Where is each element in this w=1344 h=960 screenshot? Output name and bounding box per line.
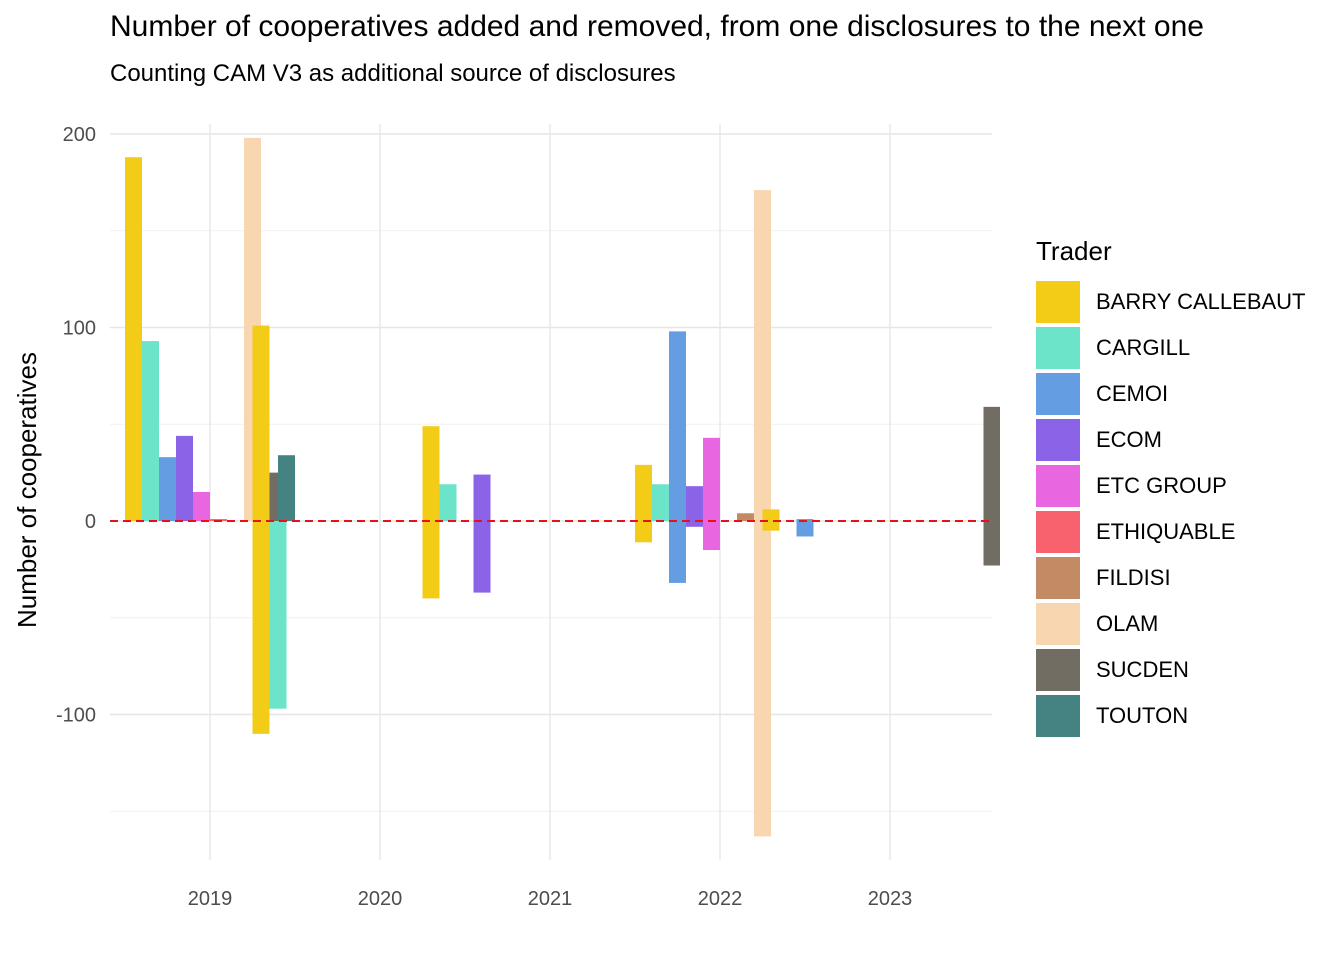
bar-removed-barry-callebaut: [252, 521, 270, 734]
legend-key: [1036, 373, 1080, 415]
legend-label: CEMOI: [1096, 381, 1169, 406]
x-tick-label: 2023: [868, 888, 913, 910]
legend-label: ECOM: [1096, 427, 1162, 452]
bar-added-fildisi: [737, 513, 754, 521]
x-tick-label: 2020: [358, 888, 403, 910]
legend-items: BARRY CALLEBAUT CARGILL CEMOI ECOM ETC GROUP…: [1036, 279, 1306, 739]
legend-label: BARRY CALLEBAUT: [1096, 289, 1306, 314]
bar-chart: -100 0 100 200 2019 2020 2021 2022 2023 Number …: [12, 124, 1000, 910]
bar-removed-etc-group: [703, 521, 720, 551]
bar-removed-barry-callebaut: [422, 521, 440, 599]
bar-added-ecom: [473, 474, 491, 521]
legend-key: [1036, 511, 1080, 553]
bar-removed-cemoi: [796, 521, 814, 537]
legend-title: Trader: [1036, 236, 1112, 266]
legend-key: [1036, 603, 1080, 645]
chart-subtitle: Counting CAM V3 as additional source of …: [110, 60, 676, 87]
legend: Trader BARRY CALLEBAUT CARGILL CEMOI ECOM ET…: [1036, 236, 1306, 739]
bar-added-cemoi: [159, 457, 176, 521]
bar-added-ecom: [176, 435, 193, 521]
bar-removed-ecom: [473, 521, 491, 593]
y-tick-label: -100: [56, 705, 96, 727]
legend-item-olam: OLAM: [1036, 601, 1306, 647]
bar-added-cargill: [439, 484, 457, 521]
legend-label: ETHIQUABLE: [1096, 519, 1236, 544]
bar-removed-cemoi: [669, 521, 686, 583]
bar-added-barry-callebaut: [125, 157, 142, 521]
legend-item-barry-callebaut: BARRY CALLEBAUT: [1036, 279, 1306, 325]
bar-removed-barry-callebaut: [635, 521, 652, 543]
bar-removed-cargill: [269, 521, 287, 709]
bar-added-etc-group: [703, 437, 720, 521]
legend-label: CARGILL: [1096, 335, 1191, 360]
bar-added-barry-callebaut: [422, 426, 440, 521]
bar-removed-barry-callebaut: [762, 521, 780, 531]
y-tick-label: 100: [63, 318, 96, 340]
bar-removed-olam: [754, 521, 771, 837]
legend-item-sucden: SUCDEN: [1036, 647, 1306, 693]
chart-title: Number of cooperatives added and removed…: [110, 10, 1204, 43]
legend-key: [1036, 419, 1080, 461]
bar-added-ecom: [686, 486, 703, 521]
legend-label: FILDISI: [1096, 565, 1171, 590]
legend-label: TOUTON: [1096, 703, 1189, 728]
bar-removed-ecom: [686, 521, 703, 527]
legend-item-fildisi: FILDISI: [1036, 555, 1306, 601]
bar-removed-sucden: [983, 521, 1000, 566]
legend-item-cargill: CARGILL: [1036, 325, 1306, 371]
bar-added-barry-callebaut: [762, 509, 780, 521]
x-tick-label: 2019: [188, 888, 233, 910]
legend-item-etc-group: ETC GROUP: [1036, 463, 1306, 509]
legend-label: OLAM: [1096, 611, 1159, 636]
legend-key: [1036, 649, 1080, 691]
x-tick-label: 2021: [528, 888, 573, 910]
x-tick-label: 2022: [698, 888, 743, 910]
bar-added-etc-group: [193, 491, 210, 521]
legend-key: [1036, 327, 1080, 369]
legend-item-ecom: ECOM: [1036, 417, 1306, 463]
y-tick-label: 200: [63, 124, 96, 146]
bar-added-olam: [754, 190, 771, 522]
legend-key: [1036, 465, 1080, 507]
legend-item-ethiquable: ETHIQUABLE: [1036, 509, 1306, 555]
y-tick-label: 0: [85, 511, 96, 533]
legend-item-cemoi: CEMOI: [1036, 371, 1306, 417]
bar-added-cargill: [142, 341, 159, 521]
bar-added-cemoi: [669, 331, 686, 521]
y-axis-title: Number of cooperatives: [12, 352, 42, 628]
legend-item-touton: TOUTON: [1036, 693, 1306, 739]
bar-added-barry-callebaut: [635, 464, 652, 521]
x-tick-labels: 2019 2020 2021 2022 2023: [188, 888, 913, 910]
legend-key: [1036, 695, 1080, 737]
bar-added-touton: [278, 455, 295, 521]
bar-added-cargill: [652, 484, 669, 521]
grid-major: [110, 124, 992, 860]
legend-key: [1036, 557, 1080, 599]
legend-label: SUCDEN: [1096, 657, 1189, 682]
legend-key: [1036, 281, 1080, 323]
bar-added-sucden: [983, 406, 1000, 521]
y-tick-labels: -100 0 100 200: [56, 124, 96, 727]
legend-label: ETC GROUP: [1096, 473, 1227, 498]
bars: [125, 137, 1000, 837]
bar-added-barry-callebaut: [252, 325, 270, 521]
